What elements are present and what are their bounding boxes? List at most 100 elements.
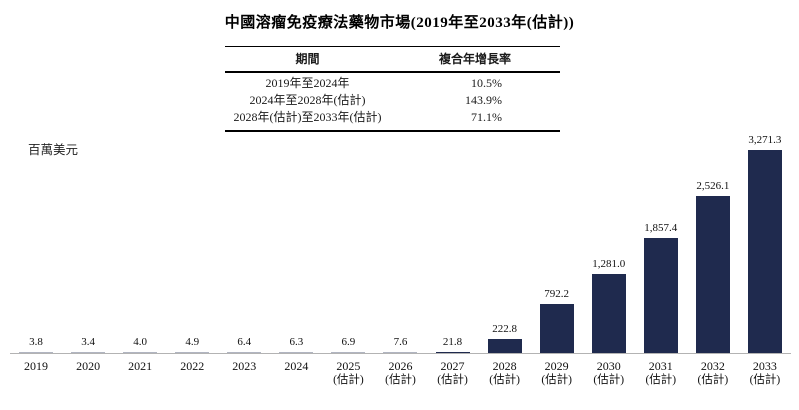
bar-column: 4.0	[114, 150, 166, 353]
bar	[123, 352, 158, 353]
bar-column: 2,526.1	[687, 150, 739, 353]
bar	[71, 352, 106, 353]
bar-column: 222.8	[479, 150, 531, 353]
cagr-cell: 71.1%	[470, 110, 502, 124]
x-axis-tick-label: 2031 (估計)	[635, 359, 687, 387]
x-axis-year: 2022	[180, 359, 205, 373]
bar	[695, 196, 730, 353]
x-axis-tick-label: 2026 (估計)	[374, 359, 426, 387]
x-axis-year: 2033	[752, 359, 777, 373]
cagr-table-header-row: 期間 複合年增長率	[225, 46, 560, 73]
x-axis-tick-label: 2022	[166, 359, 218, 387]
x-axis-estimate-note: (估計)	[541, 374, 572, 386]
bar	[19, 352, 54, 353]
bar-column: 6.3	[270, 150, 322, 353]
period-cell: 2019年至2024年	[265, 76, 350, 90]
y-axis-unit-label: 百萬美元	[28, 143, 79, 157]
bar	[175, 352, 210, 353]
cagr-cell: 143.9%	[464, 93, 502, 107]
x-axis-tick-label: 2028 (估計)	[479, 359, 531, 387]
x-axis-labels: 2019 2020 2021 2022 2023 2024 2025 (估計) 2026 (估計)…	[10, 359, 791, 387]
bar	[747, 150, 782, 353]
x-axis-tick-label: 2023	[218, 359, 270, 387]
bar-column: 3.8	[10, 150, 62, 353]
x-axis-estimate-note: (估計)	[437, 374, 468, 386]
bar-column: 1,281.0	[583, 150, 635, 353]
bar	[643, 237, 678, 353]
bar-column: 7.6	[374, 150, 426, 353]
x-axis-estimate-note: (估計)	[749, 374, 781, 386]
cagr-cell: 10.5%	[470, 76, 502, 90]
x-axis-estimate-note: (估計)	[593, 374, 625, 386]
bar-value-label: 1,857.4	[644, 221, 678, 234]
x-axis-estimate-note: (估計)	[489, 374, 520, 386]
bar-column: 3.4	[62, 150, 114, 353]
bar-value-label: 792.2	[544, 287, 570, 300]
x-axis-year: 2032	[700, 359, 725, 373]
x-axis-year: 2026	[388, 359, 413, 373]
cagr-table-body: 2019年至2024年 10.5% 2024年至2028年(估計) 143.9%…	[225, 73, 560, 132]
cagr-table-header-period: 期間	[295, 52, 320, 66]
bar-column: 6.9	[322, 150, 374, 353]
bar-value-label: 222.8	[492, 323, 517, 336]
x-axis-year: 2024	[284, 359, 309, 373]
x-axis-year: 2021	[128, 359, 153, 373]
x-axis-tick-label: 2030 (估計)	[583, 359, 635, 387]
bar-value-label: 3.4	[81, 336, 95, 348]
bar	[227, 352, 262, 353]
bar-chart-plot-area: 3.8 3.4 4.0 4.9 6.4 6.3 6.9 7.6 21.8 222.8 792.2 1,…	[10, 134, 791, 354]
x-axis-estimate-note: (估計)	[333, 374, 364, 386]
cagr-table-header-cagr: 複合年增長率	[438, 52, 511, 66]
bar-column: 6.4	[218, 150, 270, 353]
bar	[279, 352, 314, 353]
bar	[435, 351, 470, 353]
page-title: 中國溶瘤免疫療法藥物市場(2019年至2033年(估計))	[224, 15, 575, 31]
bar-value-label: 4.0	[133, 336, 148, 348]
x-axis-year: 2020	[76, 359, 101, 373]
bar-value-label: 3.8	[29, 336, 43, 348]
bar	[539, 303, 574, 353]
x-axis-tick-label: 2025 (估計)	[322, 359, 374, 387]
cagr-table: 期間 複合年增長率 2019年至2024年 10.5% 2024年至2028年(…	[225, 46, 560, 132]
bar-value-label: 1,281.0	[592, 257, 626, 270]
bar-value-label: 4.9	[185, 336, 200, 348]
x-axis-year: 2028	[492, 359, 517, 373]
bar	[383, 352, 418, 353]
bar-value-label: 6.3	[289, 336, 304, 348]
bar-value-label: 3,271.3	[748, 134, 782, 146]
bar-column: 4.9	[166, 150, 218, 353]
x-axis-year: 2023	[232, 359, 257, 373]
x-axis-year: 2030	[596, 359, 621, 373]
bar	[591, 273, 626, 353]
x-axis-tick-label: 2033 (估計)	[739, 359, 791, 387]
x-axis-year: 2029	[544, 359, 569, 373]
x-axis-estimate-note: (估計)	[385, 374, 416, 386]
x-axis-estimate-note: (估計)	[645, 374, 677, 386]
period-cell: 2028年(估計)至2033年(估計)	[233, 110, 382, 124]
bar-column: 792.2	[531, 150, 583, 353]
bar-value-label: 21.8	[442, 335, 463, 348]
x-axis-tick-label: 2021	[114, 359, 166, 387]
bar	[331, 352, 366, 353]
x-axis-tick-label: 2027 (估計)	[427, 359, 479, 387]
x-axis-tick-label: 2020	[62, 359, 114, 387]
x-axis-year: 2031	[648, 359, 673, 373]
x-axis-year: 2027	[440, 359, 465, 373]
bar-value-label: 6.4	[237, 336, 252, 348]
x-axis-estimate-note: (估計)	[697, 374, 729, 386]
x-axis-tick-label: 2029 (估計)	[531, 359, 583, 387]
table-row: 2019年至2024年 10.5%	[225, 75, 560, 92]
bar-column: 21.8	[427, 150, 479, 353]
table-row: 2024年至2028年(估計) 143.9%	[225, 92, 560, 109]
bar-column: 3,271.3	[739, 134, 791, 353]
x-axis-tick-label: 2019	[10, 359, 62, 387]
bar	[487, 339, 522, 353]
bar-value-label: 7.6	[393, 336, 408, 348]
x-axis-year: 2019	[24, 359, 49, 373]
x-axis-tick-label: 2024	[270, 359, 322, 387]
table-row: 2028年(估計)至2033年(估計) 71.1%	[225, 109, 560, 126]
x-axis-year: 2025	[336, 359, 361, 373]
bar-value-label: 6.9	[341, 336, 356, 348]
bar-value-label: 2,526.1	[696, 180, 730, 193]
